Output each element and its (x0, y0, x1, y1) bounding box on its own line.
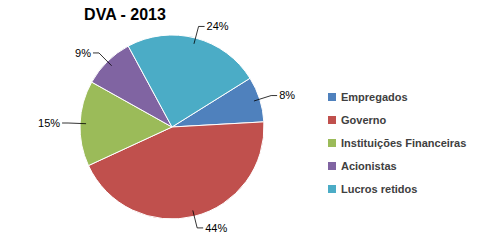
data-labels: 8% 44% 15% 9% 24% (38, 20, 295, 233)
legend-swatch (328, 93, 336, 101)
leader-line (193, 210, 203, 227)
pie-slice (128, 35, 250, 127)
data-label: 15% (38, 117, 60, 129)
legend-label: Empregados (341, 91, 408, 103)
pie-slices (80, 35, 264, 219)
legend-swatch (328, 116, 336, 124)
legend-swatch (328, 139, 336, 147)
legend: Empregados Governo Instituições Financeira… (328, 91, 466, 195)
data-label: 9% (75, 47, 91, 59)
chart-title: DVA - 2013 (84, 6, 166, 23)
leader-line (62, 123, 86, 125)
legend-label: Acionistas (341, 160, 397, 172)
chart-svg: DVA - 2013 8% 44% 15% 9% 24% Empregados Governo… (0, 0, 485, 235)
data-label: 24% (207, 20, 229, 32)
data-label: 44% (205, 222, 227, 234)
leader-line (93, 53, 112, 66)
legend-swatch (328, 162, 336, 170)
leader-line (194, 26, 205, 43)
data-label: 8% (279, 89, 295, 101)
legend-swatch (328, 185, 336, 193)
chart-container: DVA - 2013 8% 44% 15% 9% 24% Empregados Governo… (0, 0, 485, 235)
legend-label: Instituições Financeiras (341, 137, 466, 149)
leader-line (254, 96, 277, 101)
legend-label: Governo (341, 114, 387, 126)
legend-label: Lucros retidos (341, 183, 417, 195)
